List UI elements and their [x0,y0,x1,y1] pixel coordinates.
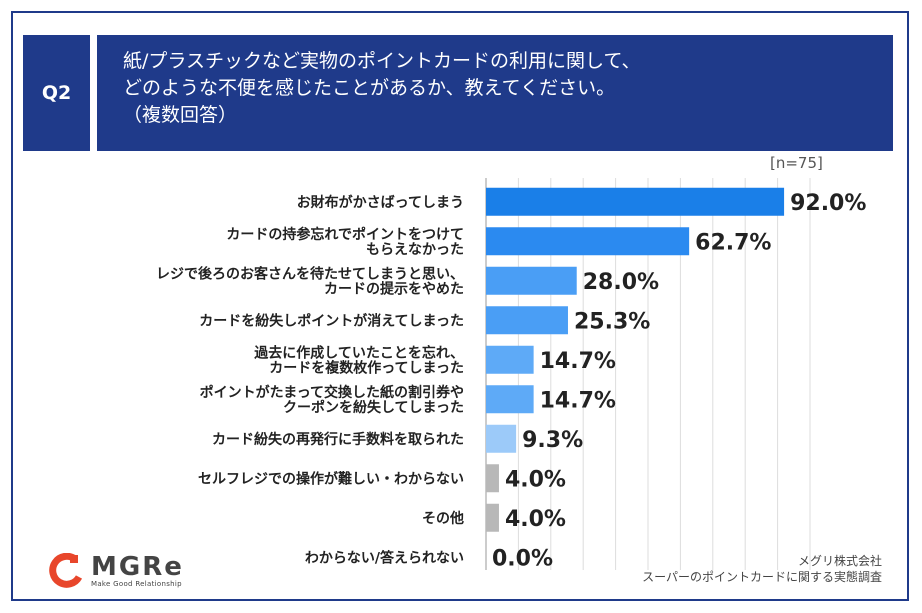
value-label: 62.7% [695,230,771,255]
source-company: メグリ株式会社 [797,554,882,568]
logo-word: MGRe [91,552,184,582]
bar [486,464,499,493]
logo: MGRe Make Good Relationship [49,553,184,589]
question-title: 紙/プラスチックなど実物のポイントカードの利用に関して、 どのような不便を感じた… [97,35,893,151]
category-label: ポイントがたまって交換した紙の割引券や [200,384,464,401]
bar [486,503,499,532]
bar [486,424,517,453]
category-label: カード紛失の再発行に手数料を取られた [212,431,464,448]
logo-mark-icon [49,553,83,588]
value-label: 9.3% [522,428,583,453]
logo-tagline: Make Good Relationship [91,580,182,588]
category-label: その他 [422,510,464,527]
value-label: 4.0% [505,507,566,532]
title-line-3: （複数回答） [123,104,238,126]
title-line-2: どのような不便を感じたことがあるか、教えてください。 [123,77,616,99]
source-survey: スーパーのポイントカードに関する実態調査 [642,570,882,584]
category-label: カードの持参忘れでポイントをつけて [226,226,464,243]
bar [486,306,568,335]
category-label: カードの提示をやめた [324,281,464,297]
value-label: 4.0% [505,467,566,492]
category-label: カードを紛失しポイントが消えてしまった [199,312,464,329]
bar [486,227,690,256]
category-label: クーポンを紛失してしまった [283,399,464,416]
sample-size: [n=75] [770,154,823,172]
category-label: わからない/答えられない [305,549,464,566]
category-label: お財布がかさばってしまう [297,194,464,211]
outer-frame [11,11,909,601]
source-note: メグリ株式会社 スーパーのポイントカードに関する実態調査 [642,553,882,585]
category-label: レジで後ろのお客さんを待たせてしまうと思い、 [156,265,464,282]
value-label: 0.0% [492,546,553,571]
bar [486,187,785,216]
bar [486,266,577,295]
value-label: 14.7% [540,349,616,374]
category-label: 過去に作成していたことを忘れ、 [253,344,464,361]
value-label: 92.0% [790,191,866,216]
value-label: 28.0% [583,270,659,295]
category-label: もらえなかった [366,242,464,258]
value-label: 25.3% [574,309,650,334]
bar [486,345,534,374]
category-label: セルフレジでの操作が難しい・わからない [198,470,464,487]
question-number: Q2 [23,35,90,151]
bar [486,385,534,414]
value-label: 14.7% [540,388,616,413]
category-label: カードを複数枚作ってしまった [269,359,464,376]
title-line-1: 紙/プラスチックなど実物のポイントカードの利用に関して、 [123,50,641,72]
